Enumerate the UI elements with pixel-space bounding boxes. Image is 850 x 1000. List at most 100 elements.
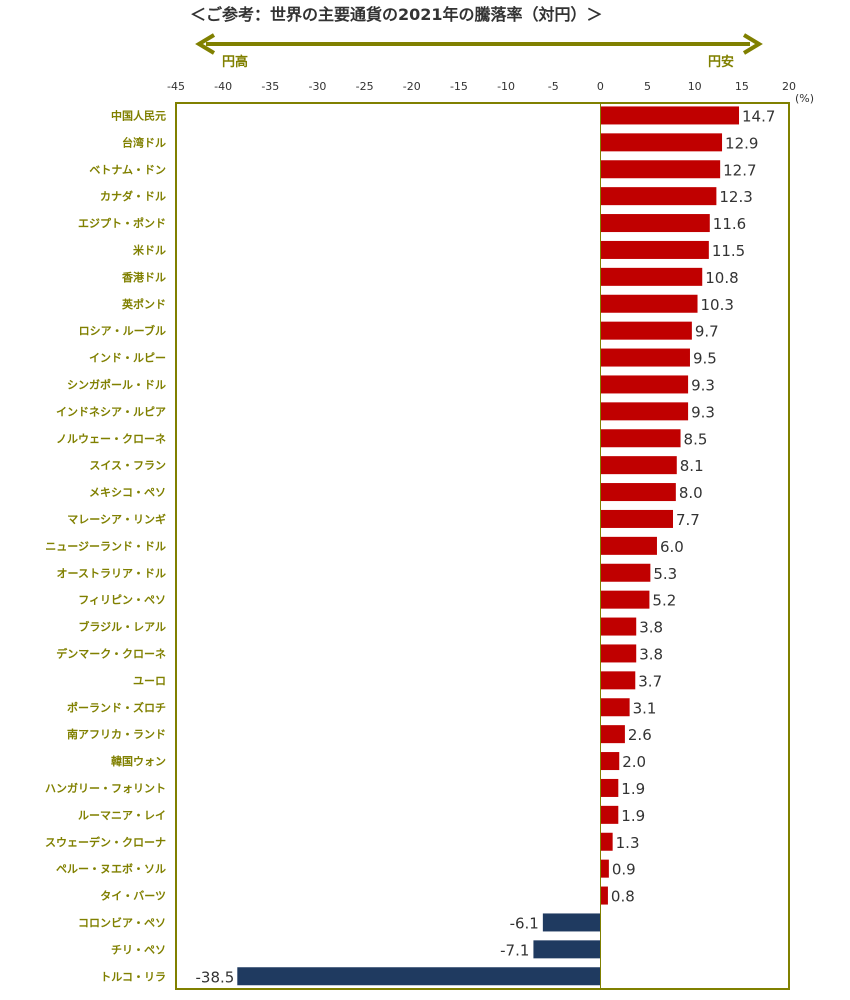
- category-label: オーストラリア・ドル: [57, 567, 166, 580]
- label-yen-appreciation: 円高: [222, 54, 248, 70]
- bar: [600, 509, 674, 528]
- bar: [600, 160, 721, 179]
- category-label: 米ドル: [132, 243, 166, 257]
- category-label: 台湾ドル: [122, 135, 166, 149]
- value-label: -38.5: [195, 968, 234, 986]
- category-label: コロンビア・ペソ: [78, 915, 166, 929]
- axis-unit: (%): [795, 92, 814, 105]
- category-label: デンマーク・クローネ: [56, 646, 166, 660]
- bar: [600, 536, 657, 555]
- x-tick-label: 20: [782, 80, 796, 93]
- bar: [600, 106, 740, 125]
- value-label: 7.7: [676, 511, 700, 529]
- value-label: 6.0: [660, 538, 684, 556]
- bar: [600, 644, 637, 663]
- bar: [542, 913, 601, 932]
- bar: [600, 590, 650, 609]
- bar: [600, 671, 636, 690]
- category-label: 韓国ウォン: [111, 754, 166, 768]
- bar: [600, 348, 690, 367]
- x-tick-label: -20: [403, 80, 421, 93]
- value-label: 3.1: [633, 699, 657, 717]
- value-label: 11.6: [713, 215, 746, 233]
- bar: [600, 698, 630, 717]
- value-label: 9.3: [691, 376, 715, 394]
- arrow-right-head: [742, 33, 763, 55]
- bar: [600, 429, 681, 448]
- x-tick-label: -25: [356, 80, 374, 93]
- category-label: ブラジル・レアル: [78, 620, 166, 634]
- value-label: 1.9: [621, 780, 645, 798]
- value-label: 12.7: [723, 161, 756, 179]
- chart-title: ＜ご参考：世界の主要通貨の2021年の騰落率（対円）＞: [190, 5, 603, 24]
- value-label: -7.1: [500, 941, 529, 959]
- x-tick-label: -45: [167, 80, 185, 93]
- category-label: ペルー・ヌエボ・ソル: [56, 862, 166, 876]
- bar: [600, 617, 637, 636]
- bar: [600, 375, 689, 394]
- category-label: ユーロ: [133, 674, 166, 687]
- value-label: 9.5: [693, 350, 717, 368]
- x-tick-label: -40: [214, 80, 232, 93]
- bar: [600, 859, 609, 878]
- value-labels: 14.7 12.9 12.7 12.3 11.6 11.5 10.8 10.3 9.7 9.5 9.…: [195, 107, 775, 986]
- label-yen-depreciation: 円安: [708, 54, 734, 70]
- value-label: -6.1: [510, 914, 539, 932]
- bar: [600, 267, 703, 286]
- value-label: 3.8: [639, 619, 663, 637]
- x-tick-label: 10: [688, 80, 702, 93]
- category-label: ルーマニア・レイ: [78, 809, 166, 822]
- x-tick-label: -15: [450, 80, 468, 93]
- category-label: メキシコ・ペソ: [89, 486, 166, 499]
- value-label: 3.8: [639, 645, 663, 663]
- bar: [600, 832, 613, 851]
- bar: [237, 967, 601, 986]
- bar: [600, 294, 698, 313]
- value-label: 3.7: [638, 672, 662, 690]
- category-label: 南アフリカ・ランド: [67, 727, 166, 741]
- value-label: 0.9: [612, 861, 636, 879]
- bars: [237, 106, 740, 986]
- value-label: 8.5: [684, 430, 708, 448]
- value-label: 5.2: [652, 592, 676, 610]
- value-label: 0.8: [611, 888, 635, 906]
- bar: [600, 402, 689, 421]
- bar: [533, 940, 601, 959]
- category-label: タイ・バーツ: [100, 890, 166, 903]
- category-label: 英ポンド: [121, 297, 166, 311]
- value-label: 2.0: [622, 753, 646, 771]
- value-label: 10.8: [705, 269, 738, 287]
- plot-frame: [175, 102, 790, 990]
- category-label: エジプト・ポンド: [78, 216, 166, 230]
- value-label: 11.5: [712, 242, 745, 260]
- bar: [600, 805, 619, 824]
- bar: [600, 321, 692, 340]
- bar: [600, 725, 625, 744]
- bar: [600, 456, 677, 475]
- category-label: マレーシア・リンギ: [67, 512, 166, 526]
- category-label: スイス・フラン: [89, 459, 166, 472]
- bar: [600, 133, 723, 152]
- value-label: 9.3: [691, 403, 715, 421]
- direction-arrow: [195, 33, 763, 55]
- x-tick-label: 15: [735, 80, 749, 93]
- bar: [600, 752, 620, 771]
- value-label: 9.7: [695, 323, 719, 341]
- x-axis-ticks: -45 -40 -35 -30 -25 -20 -15 -10 -5 0 5 10 15 20: [167, 80, 796, 93]
- value-label: 12.3: [719, 188, 752, 206]
- value-label: 2.6: [628, 726, 652, 744]
- arrow-left-head: [195, 33, 216, 55]
- category-label: ハンガリー・フォリント: [45, 781, 166, 795]
- value-label: 12.9: [725, 134, 758, 152]
- category-label: ポーランド・ズロチ: [67, 700, 166, 714]
- bar: [600, 187, 717, 206]
- value-label: 8.0: [679, 484, 703, 502]
- category-label: ベトナム・ドン: [89, 163, 166, 176]
- x-tick-label: 0: [597, 80, 604, 93]
- category-label: ニュージーランド・ドル: [45, 540, 166, 553]
- x-tick-label: 5: [644, 80, 651, 93]
- category-label: フィリピン・ペソ: [78, 594, 166, 607]
- category-label: ロシア・ルーブル: [79, 324, 166, 338]
- category-labels: 中国人民元台湾ドルベトナム・ドンカナダ・ドルエジプト・ポンド米ドル香港ドル英ポン…: [45, 108, 166, 983]
